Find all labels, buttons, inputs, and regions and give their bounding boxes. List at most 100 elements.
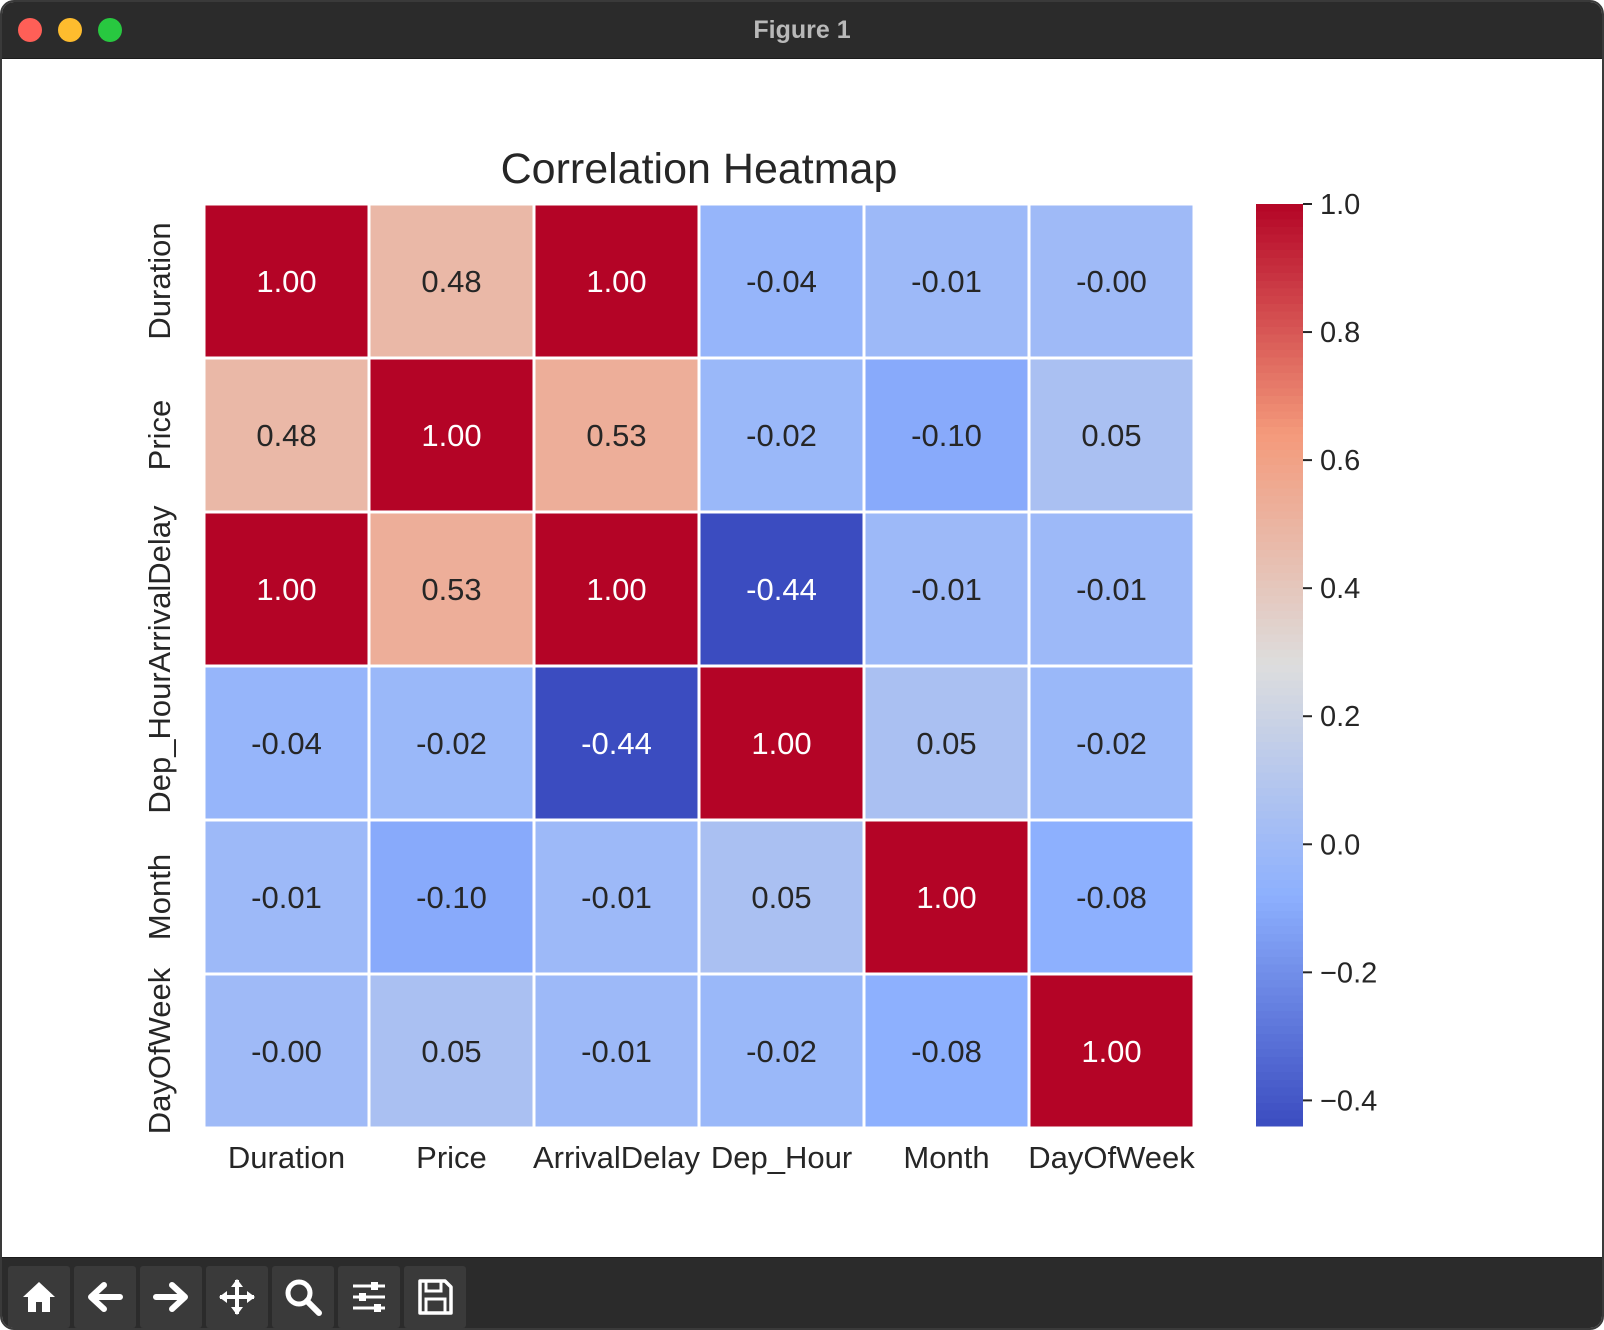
minimize-window-button[interactable] <box>58 18 82 42</box>
y-tick-label: Dep_Hour <box>142 672 177 813</box>
colorbar-segment <box>1256 480 1303 489</box>
cell-annotation: 1.00 <box>751 726 811 761</box>
cell-annotation: 0.05 <box>421 1034 481 1069</box>
cell-annotation: 1.00 <box>421 418 481 453</box>
colorbar-segment <box>1256 887 1303 897</box>
y-tick-label: Month <box>142 854 177 940</box>
colorbar-segment <box>1256 242 1303 251</box>
colorbar-segment <box>1256 549 1303 559</box>
colorbar-segment <box>1256 1064 1303 1073</box>
colorbar-segment <box>1256 626 1303 635</box>
colorbar-segment <box>1256 933 1303 943</box>
back-button[interactable] <box>74 1266 136 1328</box>
colorbar-tick-label: 0.6 <box>1320 445 1360 477</box>
x-tick-label: Month <box>903 1140 989 1175</box>
heatmap-cell <box>532 818 701 976</box>
heatmap-cell <box>862 510 1031 668</box>
colorbar-segment <box>1256 949 1303 958</box>
colorbar-segment <box>1256 772 1303 781</box>
colorbar-segment <box>1256 303 1303 313</box>
colorbar-segment <box>1256 757 1303 766</box>
colorbar-segment <box>1256 1110 1303 1119</box>
heatmap-cell <box>532 356 701 514</box>
y-tick-label: ArrivalDelay <box>142 505 177 673</box>
colorbar-segment <box>1256 895 1303 904</box>
colorbar-segment <box>1256 864 1303 874</box>
x-tick-label: Duration <box>228 1140 345 1175</box>
colorbar-segment <box>1256 711 1303 720</box>
colorbar-segment <box>1256 449 1303 459</box>
cell-annotation: -0.02 <box>1076 726 1147 761</box>
colorbar-segment <box>1256 849 1303 858</box>
colorbar-segment <box>1256 634 1303 643</box>
colorbar-segment <box>1256 442 1303 451</box>
colorbar-segment <box>1256 250 1303 259</box>
colorbar-segment <box>1256 227 1303 236</box>
cell-annotation: -0.01 <box>581 880 652 915</box>
colorbar-segment <box>1256 872 1303 881</box>
colorbar-segment <box>1256 342 1303 351</box>
cell-annotation: -0.08 <box>1076 880 1147 915</box>
colorbar-segment <box>1256 365 1303 374</box>
cell-annotation: -0.02 <box>416 726 487 761</box>
heatmap-cell <box>532 510 701 668</box>
colorbar-segment <box>1256 595 1303 605</box>
heatmap-cell <box>1027 664 1196 822</box>
colorbar-segment <box>1256 980 1303 989</box>
x-tick-label: ArrivalDelay <box>533 1140 701 1175</box>
home-icon <box>23 1282 55 1312</box>
colorbar-segment <box>1256 688 1303 697</box>
cell-annotation: 1.00 <box>916 880 976 915</box>
colorbar-segment <box>1256 749 1303 758</box>
colorbar-segment <box>1256 511 1303 520</box>
heatmap-cell <box>367 356 536 514</box>
colorbar-tick-label: 0.2 <box>1320 701 1360 733</box>
cell-annotation: -0.44 <box>581 726 652 761</box>
home-button[interactable] <box>8 1266 70 1328</box>
colorbar-segment <box>1256 810 1303 820</box>
heatmap-cell <box>367 972 536 1130</box>
zoom-button[interactable] <box>272 1266 334 1328</box>
cell-annotation: -0.01 <box>581 1034 652 1069</box>
cell-annotation: 1.00 <box>586 572 646 607</box>
colorbar-segment <box>1256 588 1303 597</box>
colorbar-segment <box>1256 403 1303 413</box>
save-floppy-icon <box>418 1279 453 1315</box>
pan-button[interactable] <box>206 1266 268 1328</box>
x-tick-label: Price <box>416 1140 487 1175</box>
forward-button[interactable] <box>140 1266 202 1328</box>
colorbar-segment <box>1256 764 1303 774</box>
colorbar-tick-label: 0.4 <box>1320 573 1360 605</box>
colorbar-segment <box>1256 273 1303 282</box>
colorbar-segment <box>1256 211 1303 220</box>
configure-subplots-button[interactable] <box>338 1266 400 1328</box>
cell-annotation: 0.53 <box>586 418 646 453</box>
heatmap-cell <box>202 356 371 514</box>
colorbar-segment <box>1256 388 1303 397</box>
heatmap-cell <box>862 356 1031 514</box>
colorbar-segment <box>1256 419 1303 428</box>
cell-annotation: -0.01 <box>251 880 322 915</box>
cell-annotation: -0.01 <box>911 264 982 299</box>
cell-annotation: 1.00 <box>1081 1034 1141 1069</box>
colorbar-segment <box>1256 826 1303 835</box>
colorbar-segment <box>1256 219 1303 228</box>
colorbar-segment <box>1256 803 1303 812</box>
close-window-button[interactable] <box>18 18 42 42</box>
colorbar-segment <box>1256 434 1303 443</box>
colorbar-segment <box>1256 1087 1303 1096</box>
cell-annotation: 0.05 <box>1081 418 1141 453</box>
cell-annotation: 0.53 <box>421 572 481 607</box>
pan-move-icon <box>219 1279 255 1315</box>
zoom-window-button[interactable] <box>98 18 122 42</box>
colorbar-segment <box>1256 926 1303 935</box>
x-tick-label: DayOfWeek <box>1028 1140 1195 1175</box>
cell-annotation: -0.04 <box>251 726 322 761</box>
colorbar-segment <box>1256 718 1303 728</box>
colorbar-segment <box>1256 288 1303 297</box>
colorbar-segment <box>1256 534 1303 543</box>
colorbar-segment <box>1256 373 1303 382</box>
save-button[interactable] <box>404 1266 466 1328</box>
colorbar-segment <box>1256 672 1303 681</box>
